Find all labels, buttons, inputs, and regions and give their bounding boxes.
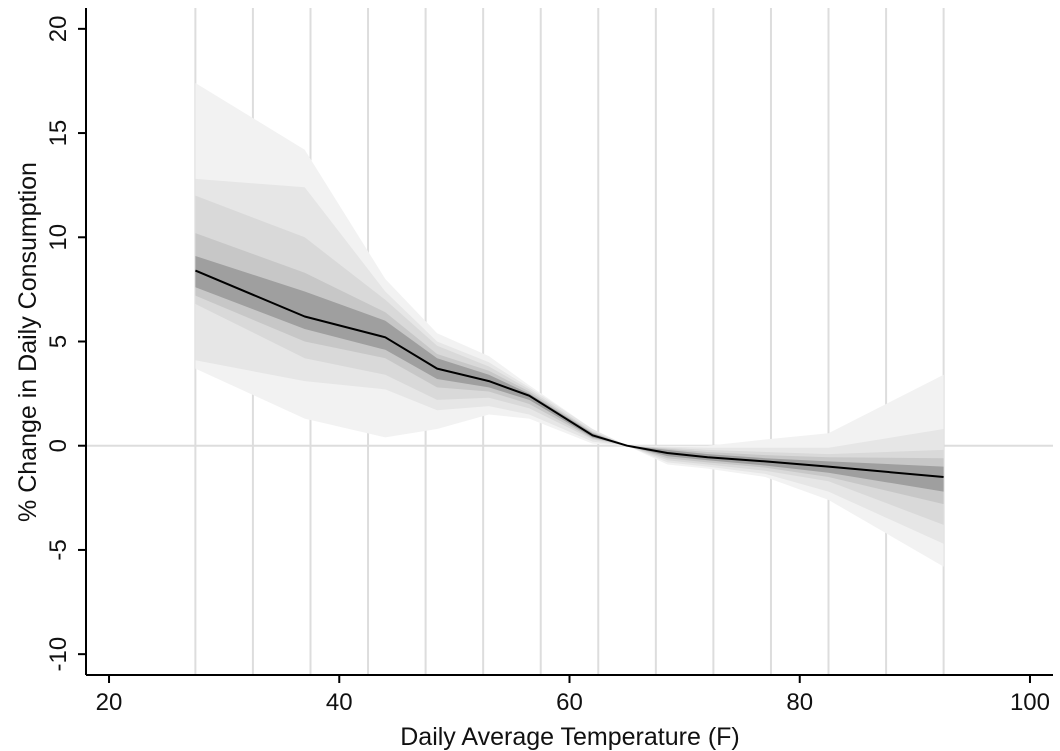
y-tick-label: -5: [45, 539, 72, 560]
confidence-band-level-3: [195, 195, 944, 525]
confidence-band-level-1: [195, 83, 944, 567]
y-tick-label: 15: [45, 120, 72, 147]
x-tick-label: 60: [556, 689, 583, 716]
y-tick-label: 20: [45, 15, 72, 42]
y-tick-label: 5: [45, 335, 72, 348]
y-tick-label: -10: [45, 637, 72, 672]
x-tick-label: 20: [96, 689, 123, 716]
x-tick-label: 80: [786, 689, 813, 716]
confidence-band-level-5: [195, 256, 944, 492]
confidence-bands-layer: [195, 83, 944, 567]
x-tick-label: 40: [326, 689, 353, 716]
y-tick-label: 10: [45, 224, 72, 251]
x-tick-label: 100: [1010, 689, 1050, 716]
confidence-band-level-2: [195, 178, 944, 544]
x-axis-title: Daily Average Temperature (F): [400, 723, 740, 751]
series-line-layer: [195, 269, 944, 478]
axes-layer: 20 40 60 80 100 -10 -5 0 5 10 15 20: [45, 8, 1053, 716]
y-tick-label: 0: [45, 439, 72, 452]
y-axis-title: % Change in Daily Consumption: [14, 162, 42, 522]
series-line-0: [195, 269, 944, 478]
